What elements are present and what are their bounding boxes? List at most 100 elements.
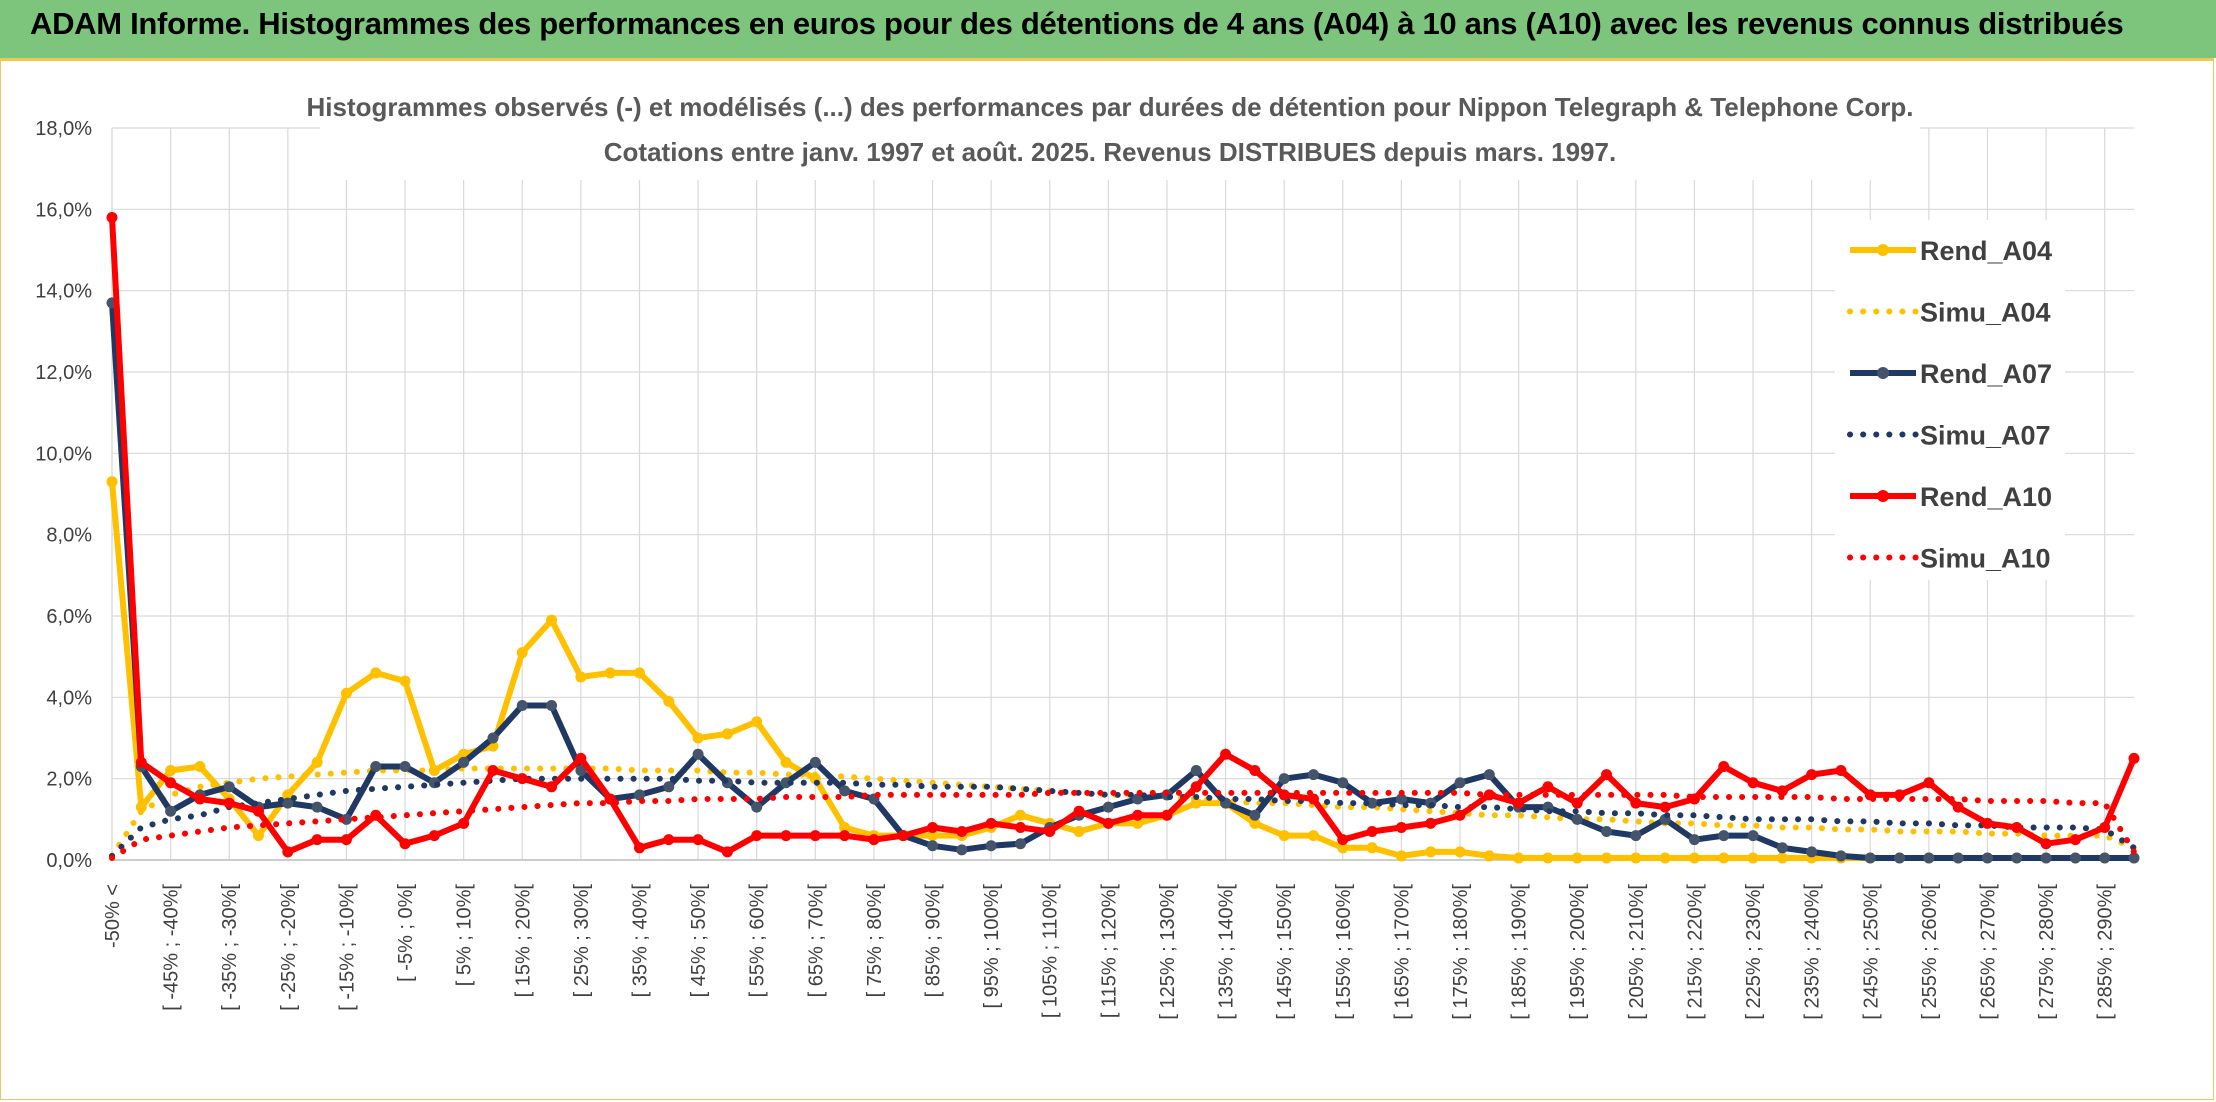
data-point: [575, 765, 587, 777]
x-tick-label: [ 35% ; 40%[: [629, 884, 651, 998]
data-point: [546, 614, 558, 626]
x-tick-label: [ 225% ; 230%[: [1743, 884, 1765, 1020]
data-point: [1571, 852, 1583, 864]
data-point: [780, 777, 792, 789]
data-point: [1718, 760, 1730, 772]
data-point: [1513, 797, 1525, 809]
data-point: [780, 756, 792, 768]
data-point: [1132, 809, 1144, 821]
y-tick-label: 2,0%: [46, 769, 92, 791]
legend: Rend_A04 Simu_A04 Rend_A07 Simu_A07 Rend_A10…: [1835, 220, 2065, 580]
data-point: [692, 732, 704, 744]
chart-subtitle: Cotations entre janv. 1997 et août. 2025…: [604, 137, 1616, 167]
data-point: [1718, 852, 1730, 864]
data-point: [1864, 852, 1876, 864]
data-point: [985, 840, 997, 852]
data-point: [1278, 773, 1290, 785]
data-point: [1835, 850, 1847, 862]
data-point: [604, 667, 616, 679]
x-tick-label: [ 185% ; 190%[: [1509, 884, 1531, 1020]
series-line-simu-a10: [109, 789, 2137, 861]
y-tick-label: 8,0%: [46, 525, 92, 547]
x-tick-label: [ -15% ; -10%[: [336, 884, 358, 1011]
data-point: [809, 756, 821, 768]
data-point: [1337, 834, 1349, 846]
data-point: [1483, 769, 1495, 781]
data-point: [1337, 842, 1349, 854]
data-point: [399, 675, 411, 687]
data-point: [458, 756, 470, 768]
data-point: [2099, 821, 2111, 833]
title-layer: Histogrammes observés (-) et modélisés (…: [306, 84, 1920, 180]
data-point: [546, 781, 558, 793]
data-point: [1688, 852, 1700, 864]
data-point: [1014, 838, 1026, 850]
data-point: [1601, 852, 1613, 864]
y-tick-label: 10,0%: [35, 443, 92, 465]
x-tick-label: [ 165% ; 170%[: [1391, 884, 1413, 1020]
data-point: [927, 840, 939, 852]
data-point: [1073, 805, 1085, 817]
data-point: [663, 695, 675, 707]
x-tick-label: [ -25% ; -20%[: [278, 884, 300, 1011]
data-point: [927, 830, 939, 842]
data-point: [1952, 852, 1964, 864]
x-tick-label: [ -5% ; 0%[: [395, 884, 417, 982]
x-tick-label: [ 75% ; 80%[: [864, 884, 886, 998]
data-point: [1513, 852, 1525, 864]
data-point: [1659, 801, 1671, 813]
x-tick-label: [ 115% ; 120%[: [1098, 884, 1120, 1019]
data-point: [633, 842, 645, 854]
data-point: [721, 728, 733, 740]
x-tick-label: [ 25% ; 30%[: [571, 884, 593, 998]
x-tick-label: [ 55% ; 60%[: [747, 884, 769, 998]
data-point: [956, 844, 968, 856]
data-point: [2011, 852, 2023, 864]
data-point: [1835, 765, 1847, 777]
legend-marker-rend-a07: [1877, 367, 1889, 379]
data-point: [575, 752, 587, 764]
data-point: [1571, 797, 1583, 809]
data-point: [751, 801, 763, 813]
legend-label-simu-a07: Simu_A07: [1920, 421, 2051, 451]
data-point: [282, 797, 294, 809]
data-point: [633, 667, 645, 679]
data-point: [1337, 777, 1349, 789]
data-point: [340, 834, 352, 846]
data-point: [1601, 769, 1613, 781]
data-point: [399, 760, 411, 772]
data-point: [516, 647, 528, 659]
data-point: [956, 826, 968, 838]
y-tick-label: 4,0%: [46, 687, 92, 709]
data-point: [340, 687, 352, 699]
data-point: [135, 801, 147, 813]
series-line-rend-a10: [109, 217, 2137, 855]
data-point: [223, 781, 235, 793]
data-point: [1454, 777, 1466, 789]
data-point: [1776, 785, 1788, 797]
data-point: [1278, 830, 1290, 842]
legend-label-rend-a04: Rend_A04: [1920, 236, 2052, 266]
x-tick-label: [ 155% ; 160%[: [1333, 884, 1355, 1020]
data-point: [311, 801, 323, 813]
data-point: [1923, 852, 1935, 864]
data-point: [223, 797, 235, 809]
data-point: [1044, 826, 1056, 838]
legend-marker-rend-a04: [1877, 244, 1889, 256]
series-line-rend-a04: [109, 481, 2134, 861]
data-point: [1395, 793, 1407, 805]
y-tick-label: 0,0%: [46, 850, 92, 872]
data-point: [1307, 769, 1319, 781]
data-point: [1981, 817, 1993, 829]
x-tick-label: [ 15% ; 20%[: [512, 884, 534, 998]
x-tick-label: [ 5% ; 10%[: [454, 884, 476, 987]
y-tick-label: 12,0%: [35, 362, 92, 384]
data-point: [106, 476, 118, 488]
data-point: [1366, 797, 1378, 809]
x-tick-label: [ 125% ; 130%[: [1157, 884, 1179, 1020]
data-point: [370, 667, 382, 679]
data-point: [1718, 830, 1730, 842]
data-point: [2069, 852, 2081, 864]
data-point: [516, 773, 528, 785]
data-point: [604, 793, 616, 805]
